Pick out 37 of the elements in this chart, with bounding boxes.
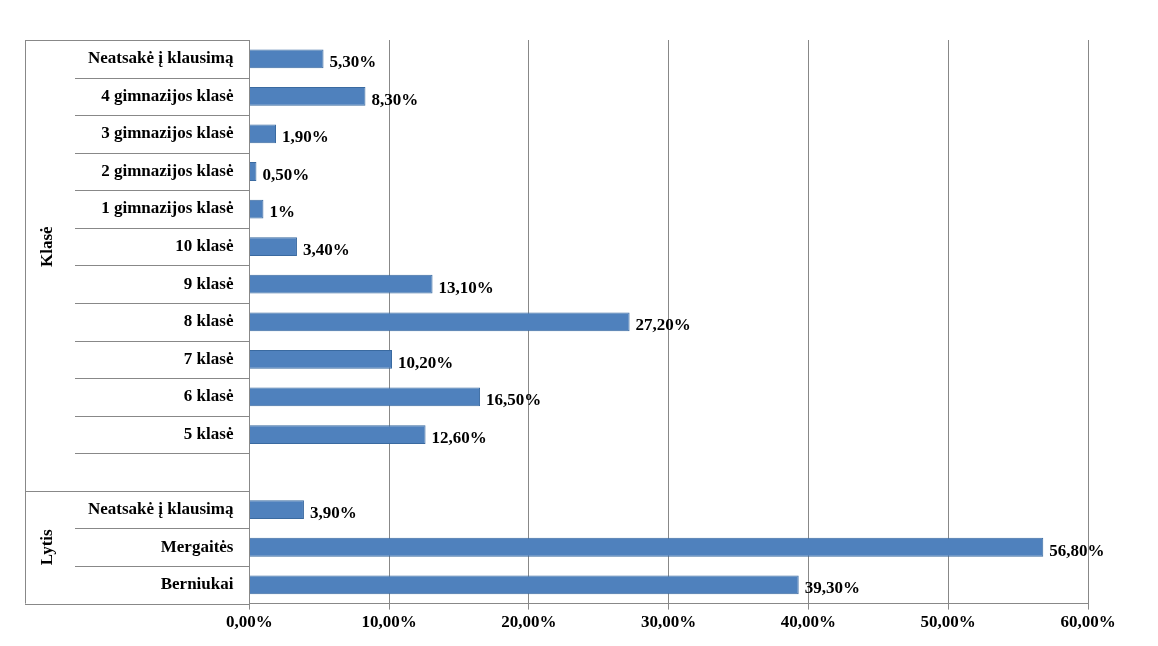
data-label: 8,30%: [371, 89, 419, 109]
text: Lytis: [37, 528, 57, 566]
data-label: 12,60%: [431, 427, 487, 447]
y-tick-label: 4 gimnazijos klasė: [101, 85, 234, 105]
y-tick-label: Neatsakė į klausimą: [87, 499, 234, 519]
x-tick-label: 50,00%: [920, 612, 976, 632]
y-tick-label: Mergaitės: [160, 536, 234, 556]
data-label: 3,90%: [309, 503, 357, 523]
y-tick-label: Berniukai: [160, 574, 234, 594]
data-label: 13,10%: [438, 277, 494, 297]
y-tick-label: 7 klasė: [183, 348, 234, 368]
data-label: 1%: [269, 202, 295, 222]
data-label: 1,90%: [282, 127, 329, 147]
y-tick-label: Neatsakė į klausimą: [87, 48, 234, 68]
x-tick-label: 20,00%: [501, 612, 557, 632]
y-tick-label: 3 gimnazijos klasė: [101, 123, 234, 143]
data-label: 0,50%: [262, 164, 310, 184]
text: Klasė: [37, 225, 57, 267]
y-tick-label: 10 klasė: [175, 236, 234, 256]
x-tick-label: 60,00%: [1060, 612, 1116, 632]
data-label: 27,20%: [635, 315, 691, 335]
data-label: 39,30%: [804, 578, 860, 598]
y-tick-label: 2 gimnazijos klasė: [101, 160, 234, 180]
data-label: 56,80%: [1049, 540, 1105, 560]
y-tick-label: 1 gimnazijos klasė: [101, 198, 234, 218]
data-label: 10,20%: [398, 352, 454, 372]
x-tick-label: 30,00%: [641, 612, 697, 632]
y-tick-label: 9 klasė: [183, 273, 234, 293]
data-label: 5,30%: [329, 52, 377, 72]
y-tick-label: 5 klasė: [183, 423, 234, 443]
x-tick-label: 40,00%: [780, 612, 837, 632]
x-tick-label: 10,00%: [361, 612, 417, 632]
y-tick-label: 8 klasė: [183, 311, 234, 331]
data-label: 3,40%: [302, 240, 350, 260]
y-tick-label: 6 klasė: [183, 386, 234, 406]
x-tick-label: 0,00%: [226, 612, 273, 632]
data-label: 16,50%: [486, 390, 542, 410]
